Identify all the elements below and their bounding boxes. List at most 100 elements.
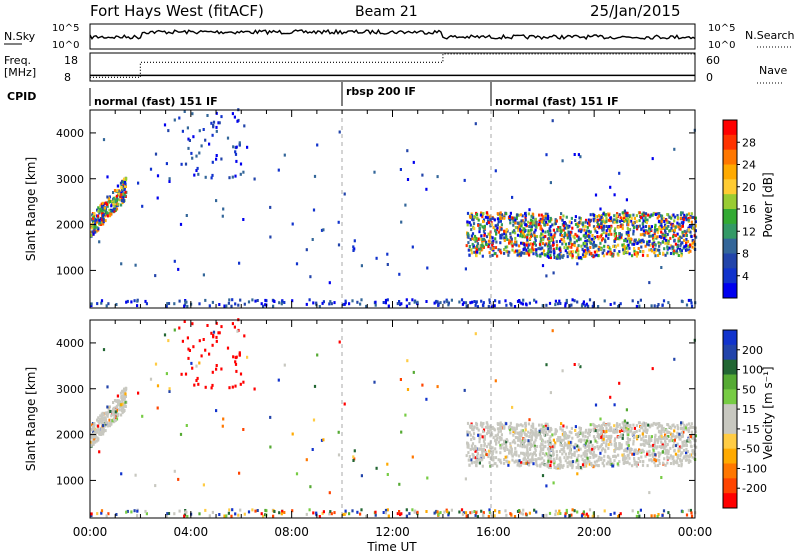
range-gate-cell — [609, 460, 612, 464]
range-gate-cell — [619, 426, 622, 430]
range-gate-cell — [522, 508, 525, 512]
range-gate-cell — [233, 325, 236, 329]
range-gate-cell — [225, 514, 228, 518]
range-gate-cell — [473, 216, 476, 220]
range-gate-cell — [223, 514, 226, 518]
range-gate-cell — [575, 248, 579, 252]
range-gate-cell — [496, 212, 499, 216]
range-gate-cell — [545, 153, 548, 157]
range-gate-cell — [584, 304, 587, 308]
range-gate-cell — [519, 221, 522, 225]
range-gate-cell — [283, 153, 286, 157]
range-gate-cell — [694, 224, 697, 228]
range-gate-cell — [210, 386, 213, 390]
range-gate-cell — [504, 455, 507, 459]
range-gate-cell — [659, 214, 662, 218]
range-gate-cell — [111, 209, 114, 213]
range-gate-cell — [567, 444, 570, 448]
range-gate-cell — [211, 133, 214, 137]
range-gate-cell — [598, 214, 601, 218]
range-gate-cell — [625, 211, 628, 215]
range-gate-cell — [471, 510, 474, 514]
range-gate-cell — [632, 452, 636, 456]
range-gate-cell — [504, 245, 507, 249]
range-gate-cell — [526, 451, 529, 455]
range-gate-cell — [500, 223, 503, 227]
range-gate-cell — [595, 425, 598, 428]
range-gate-cell — [507, 253, 510, 257]
range-gate-cell — [468, 455, 471, 458]
range-gate-cell — [211, 343, 214, 347]
range-gate-cell — [191, 156, 194, 160]
range-gate-cell — [218, 303, 221, 306]
range-gate-cell — [615, 424, 619, 428]
range-gate-cell — [644, 422, 648, 426]
range-gate-cell — [586, 225, 589, 229]
range-gate-cell — [650, 435, 653, 439]
range-gate-cell — [597, 237, 600, 241]
range-gate-cell — [102, 222, 105, 226]
range-gate-cell — [547, 442, 550, 446]
range-gate-cell — [685, 458, 689, 462]
range-gate-cell — [618, 250, 621, 254]
colorbar-swatch — [723, 194, 737, 210]
range-gate-cell — [559, 512, 562, 515]
range-gate-cell — [574, 433, 578, 436]
range-gate-cell — [608, 246, 611, 250]
range-gate-cell — [538, 452, 542, 456]
range-gate-cell — [94, 230, 97, 234]
range-gate-cell — [676, 426, 680, 430]
range-gate-cell — [561, 428, 564, 432]
range-gate-cell — [692, 450, 696, 454]
range-gate-cell — [575, 449, 578, 453]
range-gate-cell — [504, 443, 508, 447]
range-gate-cell — [120, 203, 123, 207]
range-gate-cell — [535, 250, 538, 254]
range-gate-cell — [681, 216, 684, 220]
range-gate-cell — [167, 339, 170, 343]
range-gate-cell — [644, 244, 647, 248]
range-gate-cell — [521, 424, 524, 428]
range-gate-cell — [104, 219, 107, 223]
range-gate-cell — [652, 443, 655, 447]
range-gate-cell — [470, 251, 473, 255]
range-gate-cell — [602, 231, 605, 235]
x-tick-label: 20:00 — [577, 525, 612, 539]
range-gate-cell — [678, 432, 681, 436]
range-gate-cell — [234, 384, 237, 388]
range-gate-cell — [627, 440, 630, 444]
range-gate-cell — [627, 230, 630, 234]
range-gate-cell — [476, 242, 479, 246]
range-gate-cell — [626, 239, 629, 243]
range-gate-cell — [579, 438, 582, 442]
range-gate-cell — [669, 229, 672, 233]
range-gate-cell — [113, 204, 116, 208]
range-gate-cell — [673, 219, 676, 223]
range-gate-cell — [475, 301, 478, 305]
range-gate-cell — [545, 430, 548, 434]
range-gate-cell — [527, 220, 530, 224]
range-gate-cell — [549, 466, 552, 470]
range-gate-cell — [658, 248, 661, 252]
range-gate-cell — [671, 439, 674, 443]
range-gate-cell — [475, 213, 479, 216]
range-gate-cell — [520, 231, 523, 235]
range-gate-cell — [481, 254, 484, 258]
range-gate-cell — [597, 464, 600, 468]
range-gate-cell — [352, 455, 355, 459]
range-gate-cell — [234, 150, 237, 154]
range-gate-cell — [627, 234, 630, 238]
range-gate-cell — [574, 250, 578, 254]
range-gate-cell — [93, 422, 96, 425]
range-gate-cell — [600, 218, 603, 222]
range-gate-cell — [466, 421, 470, 425]
range-gate-cell — [566, 456, 569, 460]
y-tick-label: 4000 — [56, 127, 84, 140]
colorbar-swatch — [723, 344, 737, 361]
range-gate-cell — [470, 438, 473, 442]
y-tick-label: 1000 — [56, 474, 84, 487]
range-gate-cell — [577, 153, 580, 157]
range-gate-cell — [114, 196, 117, 200]
range-gate-cell — [647, 453, 650, 457]
range-gate-cell — [173, 302, 176, 306]
